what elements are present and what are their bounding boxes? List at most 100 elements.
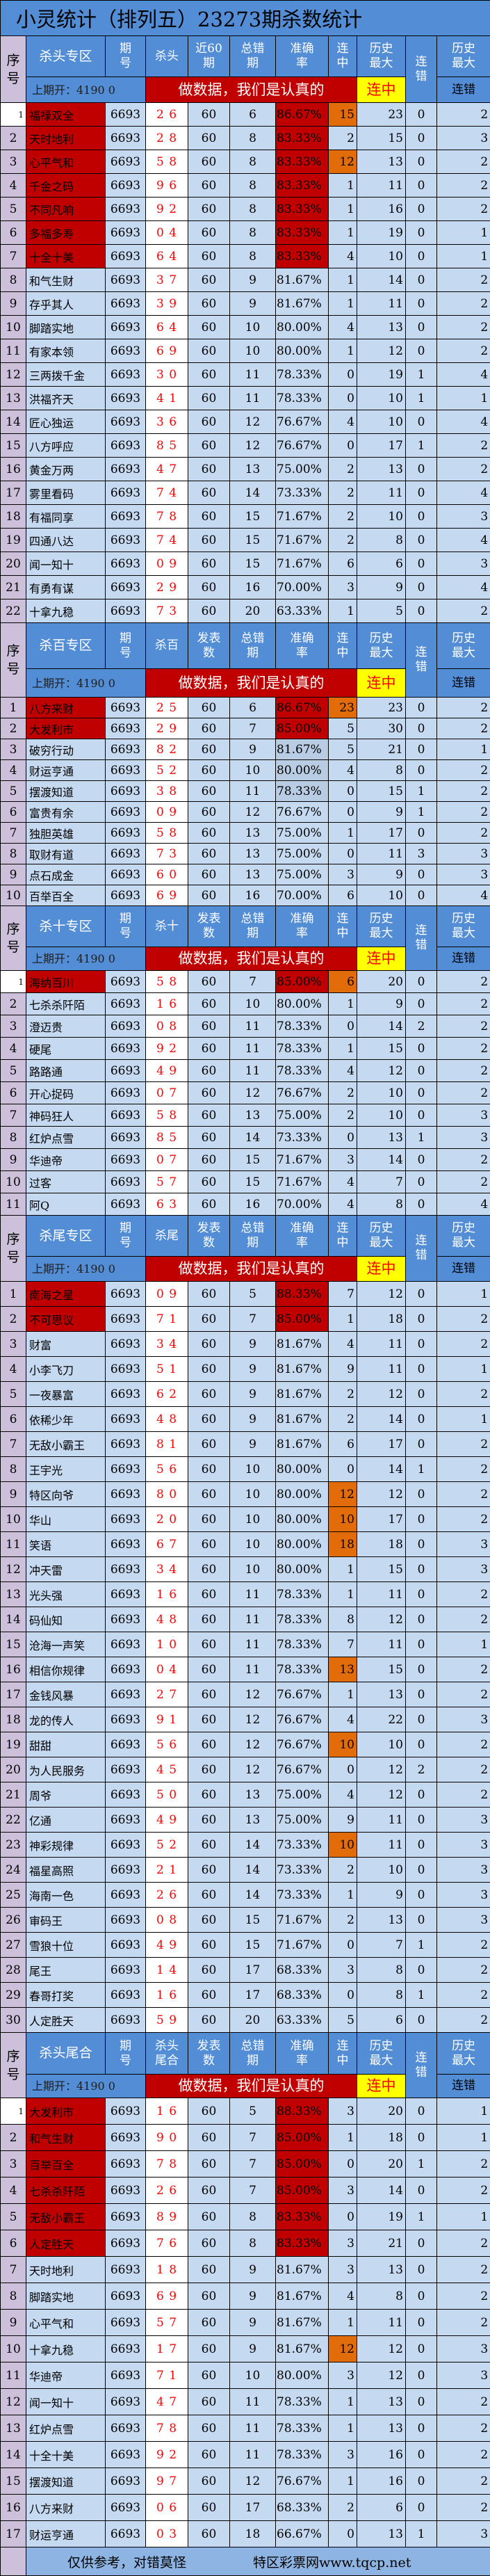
cell-accuracy: 85.00%	[276, 1307, 329, 1332]
cell-name: 点石成金	[26, 864, 106, 885]
cell-name: 破穷行动	[26, 739, 106, 760]
header-total-errors: 总错 期	[230, 1216, 276, 1257]
cell-kill-numbers: 9 2	[146, 198, 188, 221]
cell-lose-streak: 0	[406, 292, 437, 316]
cell-win-streak: 3	[329, 864, 357, 885]
cell-total-errors: 12	[230, 1682, 276, 1707]
cell-total-errors: 12	[230, 434, 276, 458]
cell-kill-numbers: 5 6	[146, 1732, 188, 1757]
cell-lose-streak: 0	[406, 1171, 437, 1193]
cell-name: 独胆英雄	[26, 823, 106, 844]
header-seq: 序 号	[1, 2033, 26, 2098]
cell-accuracy: 73.33%	[276, 1833, 329, 1858]
cell-history-max-lose: 2	[437, 1307, 490, 1332]
cell-history-max-lose: 2	[437, 268, 490, 292]
cell-kill-numbers: 5 1	[146, 1357, 188, 1382]
cell-history-max-lose: 2	[437, 993, 490, 1015]
cell-history-max-lose: 2	[437, 2442, 490, 2468]
cell-name: 澄迈贵	[26, 1015, 106, 1038]
cell-history-max-lose: 2	[437, 2415, 490, 2442]
cell-total-errors: 11	[230, 1060, 276, 1082]
cell-lose-streak: 0	[406, 2310, 437, 2336]
cell-accuracy: 78.33%	[276, 1582, 329, 1607]
header-total-errors: 总错 期	[230, 2033, 276, 2075]
cell-win-streak: 1	[329, 174, 357, 198]
cell-accuracy: 78.33%	[276, 1015, 329, 1038]
cell-accuracy: 83.33%	[276, 198, 329, 221]
cell-accuracy: 80.00%	[276, 1507, 329, 1532]
cell-period: 6693	[106, 268, 146, 292]
cell-win-streak: 1	[329, 268, 357, 292]
cell-name: 心平气和	[26, 2310, 106, 2336]
header-win-streak: 连 中	[329, 906, 357, 947]
cell-seq: 1	[1, 1282, 26, 1307]
cell-lose-streak: 0	[406, 1432, 437, 1457]
cell-kill-numbers: 6 0	[146, 864, 188, 885]
cell-history-max: 5	[357, 599, 406, 623]
cell-history-max: 14	[357, 1149, 406, 1171]
cell-win-streak: 7	[329, 1282, 357, 1307]
cell-history-max: 9	[357, 993, 406, 1015]
cell-win-streak: 9	[329, 1357, 357, 1382]
cell-lose-streak: 0	[406, 2008, 437, 2033]
cell-kill-numbers: 2 9	[146, 576, 188, 599]
header-win-streak: 连 中	[329, 623, 357, 669]
cell-lose-streak: 0	[406, 2362, 437, 2389]
cell-history-max-lose: 2	[437, 2177, 490, 2204]
cell-count: 60	[188, 2151, 230, 2177]
cell-history-max-lose: 1	[437, 245, 490, 268]
cell-count: 60	[188, 971, 230, 993]
cell-name: 周爷	[26, 1782, 106, 1808]
cell-lose-streak: 0	[406, 1357, 437, 1382]
cell-accuracy: 71.67%	[276, 552, 329, 576]
cell-accuracy: 80.00%	[276, 1532, 329, 1557]
cell-kill-numbers: 2 8	[146, 127, 188, 150]
cell-total-errors: 17	[230, 1958, 276, 1983]
cell-history-max: 13	[357, 2415, 406, 2442]
cell-name: 笑语	[26, 1532, 106, 1557]
header-accuracy: 准确 率	[276, 36, 329, 77]
cell-name: 无敌小霸王	[26, 1432, 106, 1457]
cell-lose-streak: 1	[406, 2521, 437, 2547]
cell-lose-streak: 0	[406, 198, 437, 221]
cell-history-max: 17	[357, 434, 406, 458]
site-link[interactable]: 特区彩票网www.tqcp.net	[253, 2555, 411, 2570]
cell-name: 脚踏实地	[26, 316, 106, 339]
cell-history-max-lose: 3	[437, 1557, 490, 1582]
header-count: 发表 数	[188, 623, 230, 669]
cell-lose-streak: 1	[406, 387, 437, 410]
cell-seq: 16	[1, 1657, 26, 1682]
cell-accuracy: 71.67%	[276, 505, 329, 529]
cell-total-errors: 13	[230, 1104, 276, 1127]
cell-history-max: 30	[357, 718, 406, 739]
cell-history-max: 9	[357, 1883, 406, 1908]
cell-accuracy: 81.67%	[276, 1432, 329, 1457]
cell-name: 硬尾	[26, 1038, 106, 1060]
cell-seq: 5	[1, 198, 26, 221]
cell-seq: 13	[1, 1582, 26, 1607]
cell-lose-streak: 0	[406, 718, 437, 739]
cell-period: 6693	[106, 363, 146, 387]
cell-count: 60	[188, 1782, 230, 1808]
cell-win-streak: 4	[329, 410, 357, 434]
cell-kill-numbers: 2 7	[146, 1682, 188, 1707]
cell-count: 60	[188, 316, 230, 339]
cell-name: 大发利市	[26, 2098, 106, 2125]
cell-kill-numbers: 7 8	[146, 2151, 188, 2177]
cell-total-errors: 10	[230, 1457, 276, 1482]
cell-count: 60	[188, 1983, 230, 2008]
